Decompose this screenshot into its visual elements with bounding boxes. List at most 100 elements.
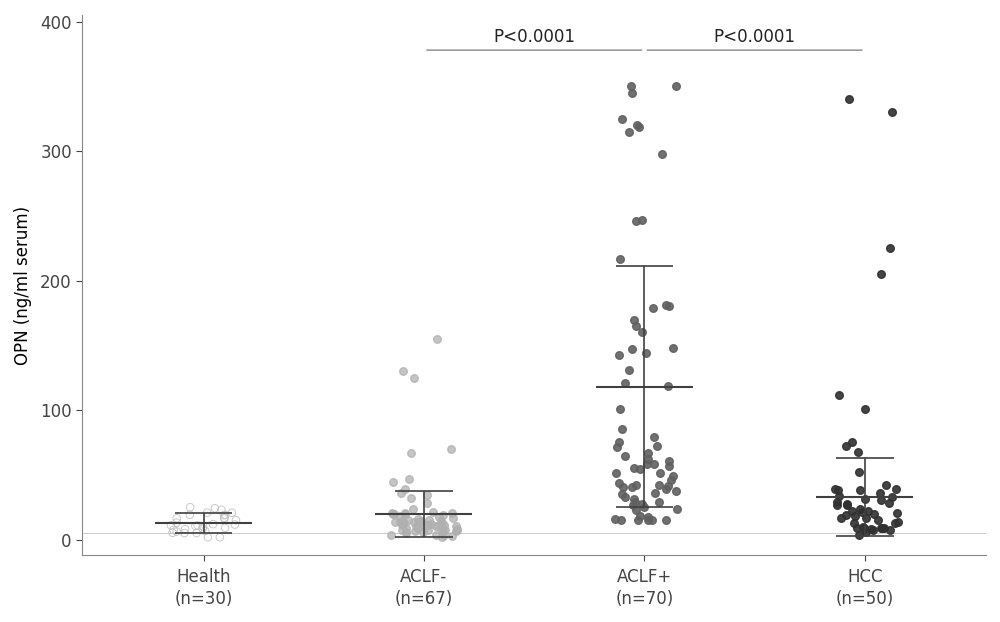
Point [658,484,674,494]
Point [658,516,674,526]
Point [884,108,900,118]
Point [434,532,450,542]
Point [207,503,223,513]
Point [413,516,429,526]
Point [663,475,679,485]
Point [649,441,665,451]
Point [621,365,637,375]
Point [217,523,233,533]
Point [434,518,450,528]
Point [443,444,459,454]
Point [421,516,437,526]
Point [646,458,662,468]
Point [617,451,633,461]
Point [827,483,843,493]
Point [647,488,663,498]
Point [839,499,855,509]
Point [852,504,868,514]
Point [838,442,854,452]
Point [430,521,446,531]
Point [217,510,233,520]
Point [611,350,627,360]
Point [216,513,232,522]
Point [841,95,857,104]
Point [195,524,211,534]
Point [419,490,435,500]
Point [640,516,656,526]
Point [608,468,624,478]
Point [385,509,401,519]
Point [881,498,897,508]
Point [614,490,630,499]
Point [665,471,681,481]
Point [419,520,435,530]
Point [617,492,633,502]
Point [873,494,889,504]
Point [398,528,414,538]
Point [611,437,627,447]
Point [857,404,873,414]
Point [628,481,644,491]
Point [400,515,416,525]
Point [831,491,847,501]
Point [182,510,198,520]
Point [434,527,450,537]
Point [626,463,642,473]
Point [205,519,221,529]
Point [621,127,637,137]
Point [624,344,640,354]
Point [878,481,894,491]
Point [634,215,650,225]
Point [199,508,215,518]
Point [634,499,650,509]
Point [638,348,654,358]
Point [397,484,413,494]
Point [423,519,439,529]
Point [872,488,888,498]
Point [383,530,399,540]
Point [854,506,870,516]
Point [627,497,643,507]
Point [410,517,426,527]
Point [844,437,860,447]
Point [651,497,667,507]
Point [401,473,417,483]
Point [189,528,205,538]
Point [851,468,867,478]
Point [625,500,641,510]
Point [436,530,452,540]
Point [855,522,871,532]
Point [844,506,860,516]
Point [397,509,413,519]
Point [410,523,426,533]
Point [850,447,866,457]
Point [652,468,668,478]
Point [660,381,676,391]
Point [169,513,185,523]
Point [866,509,882,519]
Point [629,120,645,130]
Point [645,304,661,313]
Point [394,516,410,526]
Point [420,525,436,535]
Point [213,505,229,515]
Point [668,81,684,91]
Point [863,524,879,534]
Point [176,528,192,538]
Point [646,432,662,442]
Point [195,521,211,531]
Point [398,523,414,533]
Point [856,523,872,533]
Point [392,517,408,527]
Point [636,502,652,512]
Text: P<0.0001: P<0.0001 [714,28,796,46]
Point [838,510,854,520]
Point [661,301,677,311]
Point [410,514,426,524]
Point [873,269,889,279]
Point [428,530,444,540]
Point [420,520,436,530]
Y-axis label: OPN (ng/ml serum): OPN (ng/ml serum) [14,206,32,365]
Point [830,485,846,495]
Point [631,122,647,132]
